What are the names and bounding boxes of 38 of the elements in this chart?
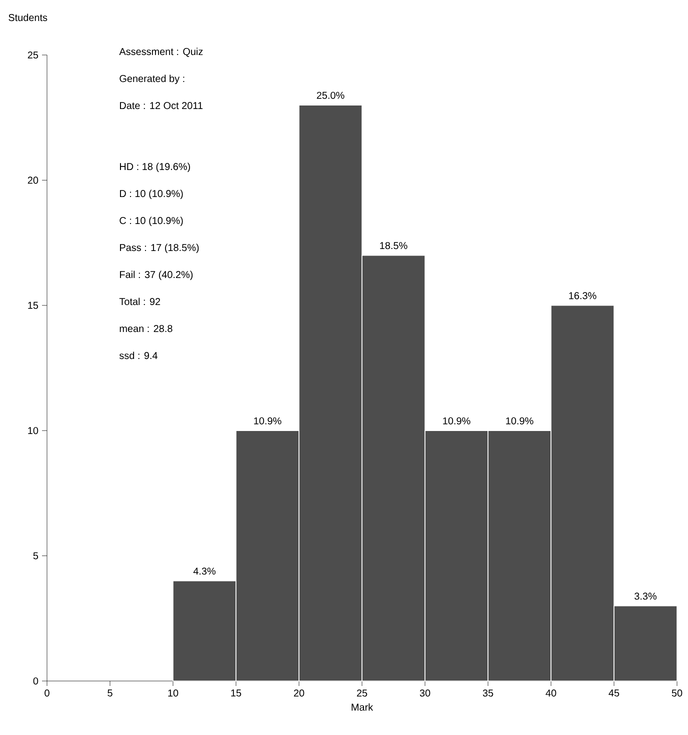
x-tick-label: 50: [672, 690, 682, 697]
annotation: 18.5%: [380, 242, 408, 250]
annotation: Assessment : Quiz: [119, 48, 203, 57]
x-tick-label: 45: [608, 690, 620, 696]
annotation: 4.3%: [193, 568, 216, 575]
x-tick-label: 35: [482, 690, 494, 697]
annotation: Pass : 17 (18.5%): [120, 244, 199, 254]
annotation: 10.9%: [506, 417, 534, 424]
annotation: 3.3%: [634, 592, 657, 600]
annotation: 10.9%: [254, 417, 282, 424]
annotation: D : 10 (10.9%): [120, 190, 183, 200]
annotation: 10.9%: [443, 417, 470, 424]
annotation: Total : 92: [119, 298, 160, 306]
x-tick-label: 15: [231, 690, 242, 696]
y-tick-label: 20: [28, 176, 38, 184]
y-tick-label: 15: [28, 302, 38, 309]
annotation: HD : 18 (19.6%): [120, 162, 190, 172]
x-tick-label: 0: [44, 690, 50, 697]
annotation: 16.3%: [569, 292, 596, 300]
y-tick-label: 0: [33, 677, 38, 685]
x-tick-label: 40: [546, 690, 556, 697]
annotation: Date : 12 Oct 2011: [120, 102, 203, 110]
y-tick-label: 10: [28, 427, 38, 434]
annotation: 25.0%: [316, 92, 344, 99]
y-axis-title: Students: [8, 14, 48, 22]
annotation: Fail : 37 (40.2%): [120, 270, 193, 280]
y-tick-label: 5: [33, 552, 38, 560]
y-tick-label: 25: [28, 51, 38, 59]
x-tick-label: 20: [294, 690, 304, 697]
x-tick-label: 25: [356, 690, 368, 697]
x-tick-label: 5: [108, 690, 112, 696]
annotation: ssd : 9.4: [119, 352, 158, 360]
annotation: Generated by :: [120, 74, 184, 84]
x-tick-label: 10: [168, 690, 178, 697]
annotation: mean : 28.8: [120, 325, 172, 332]
annotation: C : 10 (10.9%): [120, 216, 183, 226]
x-axis-title: Mark: [352, 703, 374, 711]
x-tick-label: 30: [420, 690, 430, 697]
